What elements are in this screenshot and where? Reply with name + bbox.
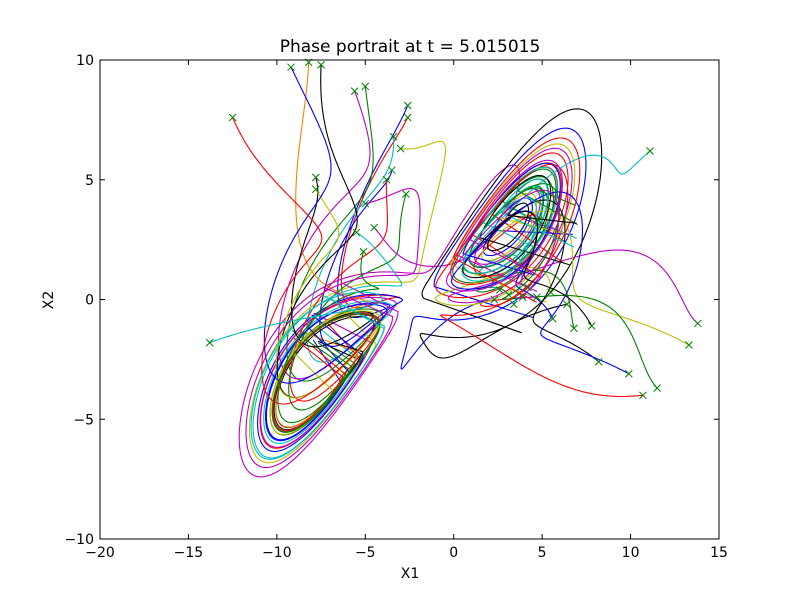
position-marker (352, 228, 361, 237)
position-marker (587, 321, 596, 330)
position-marker (205, 338, 214, 347)
chart-title: Phase portrait at t = 5.015015 (280, 37, 541, 57)
y-tick-label: 10 (76, 53, 94, 69)
position-marker (693, 319, 702, 328)
trajectory-line (450, 162, 630, 375)
y-tick-label: 5 (85, 173, 94, 189)
trajectory-line (461, 150, 651, 282)
trajectory-line (440, 137, 644, 398)
y-tick-label: −5 (73, 412, 94, 428)
position-marker (570, 324, 578, 333)
trajectory-line (469, 185, 577, 305)
y-tick-label: 0 (85, 293, 94, 309)
marker-layer (205, 58, 702, 400)
position-marker (518, 293, 527, 301)
position-marker (361, 199, 370, 208)
position-marker (548, 314, 557, 323)
position-marker (228, 113, 237, 122)
trajectory-line (269, 188, 382, 436)
trajectory-line (238, 164, 521, 478)
trajectory-line (260, 90, 397, 448)
position-marker (624, 369, 633, 378)
x-axis: −20 −15 −10 −5 0 5 10 15 (85, 60, 728, 561)
position-marker (361, 82, 370, 91)
trajectory-line (263, 136, 395, 444)
position-marker (396, 144, 405, 153)
position-marker (311, 173, 320, 182)
position-marker (287, 63, 295, 72)
position-marker (317, 60, 325, 69)
position-marker (653, 384, 661, 392)
trajectory-line (245, 188, 421, 469)
x-axis-label: X1 (401, 566, 420, 582)
trajectory-line (419, 108, 603, 359)
x-tick-label: −10 (262, 545, 292, 561)
x-tick-label: 15 (710, 545, 728, 561)
y-axis: −10 −5 0 5 10 (64, 53, 719, 548)
x-tick-label: 5 (538, 545, 547, 561)
trajectory-line (487, 202, 593, 327)
position-marker (524, 283, 532, 292)
x-tick-label: −15 (174, 545, 204, 561)
y-tick-label: −10 (64, 532, 94, 548)
trajectory-line (400, 127, 587, 370)
position-marker (563, 300, 571, 309)
position-marker (382, 175, 391, 184)
y-axis-label: X2 (41, 291, 57, 310)
position-marker (532, 293, 541, 301)
trajectory-line (232, 116, 377, 432)
x-tick-label: −5 (355, 545, 376, 561)
position-marker (495, 286, 504, 294)
trajectory-line (263, 66, 388, 442)
trajectory-line (447, 147, 699, 325)
position-marker (639, 391, 647, 400)
position-marker (359, 247, 368, 256)
trajectory-line (462, 174, 600, 363)
x-tick-label: 0 (449, 545, 458, 561)
trajectory-line (248, 140, 447, 464)
position-marker (350, 87, 359, 95)
trajectory-layer (209, 61, 699, 478)
trajectory-line (271, 251, 381, 433)
position-marker (646, 147, 654, 155)
position-marker (594, 357, 603, 366)
x-tick-label: −20 (85, 545, 115, 561)
x-tick-label: 10 (622, 545, 640, 561)
trajectory-line (209, 291, 385, 460)
position-marker (403, 101, 412, 110)
trajectory-line (445, 159, 563, 299)
position-marker (509, 300, 518, 309)
position-marker (402, 190, 410, 198)
position-marker (547, 288, 555, 297)
position-marker (389, 132, 398, 141)
position-marker (685, 341, 693, 349)
position-marker (387, 166, 396, 175)
position-marker (534, 216, 543, 225)
position-marker (311, 185, 320, 194)
position-marker (370, 223, 378, 232)
position-marker (403, 113, 412, 122)
position-marker (490, 295, 499, 304)
position-marker (504, 290, 513, 299)
